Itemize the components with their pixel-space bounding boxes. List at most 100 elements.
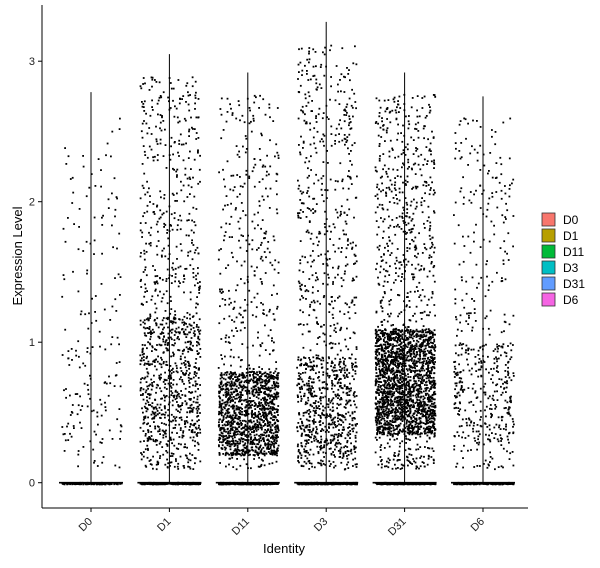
data-point <box>104 381 107 384</box>
data-point <box>172 415 175 418</box>
data-point <box>220 483 223 486</box>
data-point <box>259 381 262 384</box>
data-point <box>304 362 307 365</box>
data-point <box>241 438 244 441</box>
data-point <box>192 468 195 470</box>
data-point <box>152 455 154 458</box>
data-point <box>144 407 147 409</box>
data-point <box>177 442 180 445</box>
data-point <box>319 389 321 391</box>
data-point <box>315 438 318 441</box>
data-point <box>316 343 319 345</box>
data-point <box>232 373 235 376</box>
data-point <box>340 398 343 401</box>
data-point <box>236 195 239 198</box>
data-point <box>352 458 354 461</box>
data-point <box>158 430 161 432</box>
data-point <box>225 483 228 486</box>
data-point <box>350 301 353 304</box>
data-point <box>164 411 167 414</box>
data-point <box>228 404 231 407</box>
data-point <box>304 93 307 96</box>
data-point <box>348 69 350 71</box>
data-point <box>179 228 182 231</box>
data-point <box>111 438 114 440</box>
data-point <box>178 280 180 283</box>
data-point <box>156 275 159 277</box>
data-point <box>313 466 316 469</box>
data-point <box>349 450 352 453</box>
data-point <box>263 380 266 382</box>
data-point <box>250 467 252 470</box>
data-point <box>170 320 172 322</box>
data-point <box>238 378 241 381</box>
data-point <box>153 381 155 383</box>
data-point <box>165 363 168 366</box>
data-point <box>157 113 159 116</box>
data-point <box>147 429 150 432</box>
data-point <box>141 344 144 346</box>
data-point <box>335 374 338 376</box>
data-point <box>189 404 192 407</box>
data-point <box>344 220 347 223</box>
data-point <box>147 387 149 390</box>
data-point <box>258 393 261 396</box>
data-point <box>335 441 338 444</box>
data-point <box>351 362 353 365</box>
data-point <box>347 387 349 390</box>
data-point <box>262 482 264 485</box>
data-point <box>191 429 194 431</box>
data-point <box>76 413 79 416</box>
data-point <box>349 414 352 417</box>
data-point <box>77 450 80 452</box>
data-point <box>340 205 343 208</box>
data-point <box>347 311 350 314</box>
data-point <box>194 440 196 443</box>
data-point <box>181 379 184 381</box>
data-point <box>152 156 154 159</box>
data-point <box>247 434 250 437</box>
data-point <box>323 381 326 383</box>
data-point <box>297 396 299 398</box>
data-point <box>299 285 302 288</box>
data-point <box>114 374 117 377</box>
data-point <box>120 482 123 485</box>
data-point <box>303 448 306 451</box>
data-point <box>166 451 169 454</box>
data-point <box>147 372 150 375</box>
data-point <box>337 267 340 270</box>
data-point <box>150 133 153 135</box>
data-point <box>350 442 352 445</box>
data-point <box>269 377 272 380</box>
data-point <box>151 350 153 352</box>
data-point <box>157 430 159 433</box>
data-point <box>235 289 237 292</box>
data-point <box>302 324 305 326</box>
data-point <box>261 404 264 406</box>
data-point <box>149 338 152 341</box>
data-point <box>222 168 224 171</box>
data-point <box>255 373 258 376</box>
data-point <box>268 378 270 381</box>
data-point <box>258 403 261 406</box>
data-point <box>139 255 142 258</box>
data-point <box>304 122 307 125</box>
data-point <box>354 451 357 453</box>
data-point <box>226 384 229 386</box>
data-point <box>221 441 223 444</box>
data-point <box>326 116 328 119</box>
data-point <box>345 141 348 143</box>
data-point <box>194 94 197 97</box>
data-point <box>329 49 331 52</box>
data-point <box>144 376 147 379</box>
data-point <box>148 384 150 387</box>
data-point <box>250 420 252 423</box>
data-point <box>113 177 116 180</box>
data-point <box>151 384 153 386</box>
data-point <box>261 178 264 181</box>
data-point <box>174 273 177 275</box>
data-point <box>110 483 113 485</box>
data-point <box>262 406 265 409</box>
data-point <box>224 391 227 394</box>
data-point <box>223 435 226 438</box>
